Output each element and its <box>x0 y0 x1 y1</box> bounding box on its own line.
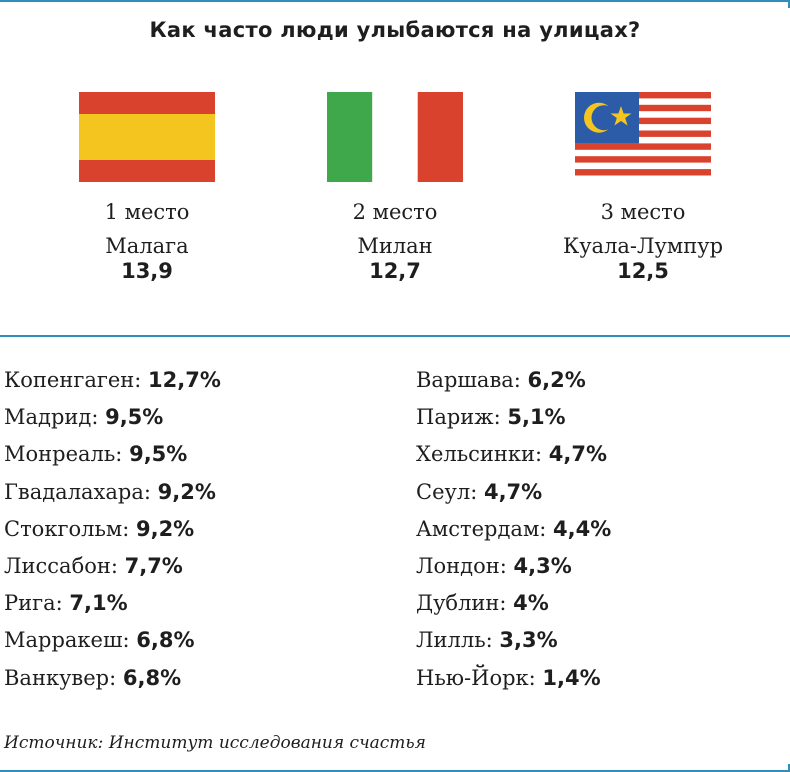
podium-first-place: 1 место Малага 13,9 <box>22 92 272 283</box>
spain-flag-icon <box>79 92 215 182</box>
list-item: Лилль: 3,3% <box>416 624 611 661</box>
city-name: Париж: <box>416 405 501 430</box>
percent-value: 5,1% <box>507 405 566 430</box>
city-list-right: Варшава: 6,2% Париж: 5,1% Хельсинки: 4,7… <box>416 364 611 699</box>
section-divider <box>0 335 790 337</box>
city-name: Нью-Йорк: <box>416 665 536 690</box>
percent-value: 9,2% <box>135 516 195 541</box>
page-title: Как часто люди улыбаются на улицах? <box>149 18 641 42</box>
city-name: Стокгольм: <box>4 516 130 541</box>
percent-value: 3,3% <box>499 628 558 653</box>
city-name: Хельсинки: <box>416 442 543 467</box>
percent-value: 12,7% <box>148 368 221 392</box>
list-item: Стокгольм: 9,2% <box>4 513 221 550</box>
top-frame-line <box>0 0 790 8</box>
list-item: Монреаль: 9,5% <box>4 438 221 475</box>
bottom-frame-line <box>0 764 790 772</box>
percent-value: 6,2% <box>527 368 586 392</box>
place-label: 2 место <box>352 200 438 224</box>
list-item: Нью-Йорк: 1,4% <box>416 662 611 699</box>
city-name: Рига: <box>4 591 63 616</box>
city-name: Гвадалахара: <box>4 479 151 504</box>
city-name: Монреаль: <box>4 442 123 467</box>
city-name: Лилль: <box>416 628 493 653</box>
list-item: Мадрид: 9,5% <box>4 401 221 438</box>
list-item: Ванкувер: 6,8% <box>4 662 221 699</box>
italy-flag-icon <box>327 92 463 182</box>
list-item: Амстердам: 4,4% <box>416 513 611 550</box>
percent-value: 6,8% <box>136 628 195 653</box>
city-name: Лиссабон: <box>4 553 118 578</box>
city-name: Куала-Лумпур <box>562 234 724 258</box>
city-name: Мадрид: <box>4 405 99 430</box>
percent-value: 9,5% <box>105 405 164 430</box>
list-item: Рига: 7,1% <box>4 587 221 624</box>
list-item: Париж: 5,1% <box>416 401 611 438</box>
list-item: Хельсинки: 4,7% <box>416 438 611 475</box>
list-item: Лиссабон: 7,7% <box>4 550 221 587</box>
list-item: Варшава: 6,2% <box>416 364 611 401</box>
city-name: Марракеш: <box>4 628 130 653</box>
source-note: Источник: Институт исследования счастья <box>4 733 426 753</box>
percent-value: 9,2% <box>157 479 216 504</box>
smile-score: 12,7 <box>369 259 421 283</box>
city-list-left: Копенгаген: 12,7% Мадрид: 9,5% Монреаль:… <box>4 364 221 699</box>
list-item: Дублин: 4% <box>416 587 611 624</box>
percent-value: 7,1% <box>69 591 128 616</box>
podium-third-place: 3 место Куала-Лумпур 12,5 <box>518 92 768 283</box>
malaysia-flag-icon <box>575 92 711 182</box>
percent-value: 1,4% <box>542 665 601 690</box>
city-name: Копенгаген: <box>4 368 142 392</box>
list-item: Марракеш: 6,8% <box>4 624 221 661</box>
percent-value: 4,7% <box>548 442 608 467</box>
smile-score: 13,9 <box>121 259 173 283</box>
place-label: 1 место <box>104 200 190 224</box>
list-item: Гвадалахара: 9,2% <box>4 476 221 513</box>
list-item: Копенгаген: 12,7% <box>4 364 221 401</box>
city-name: Ванкувер: <box>4 665 117 690</box>
percent-value: 4,3% <box>513 553 572 578</box>
list-item: Сеул: 4,7% <box>416 476 611 513</box>
percent-value: 7,7% <box>124 553 183 578</box>
city-name: Варшава: <box>416 368 521 392</box>
percent-value: 6,8% <box>122 665 182 690</box>
city-name: Лондон: <box>416 553 507 578</box>
city-name: Милан <box>357 234 433 258</box>
city-name: Амстердам: <box>416 516 547 541</box>
list-item: Лондон: 4,3% <box>416 550 611 587</box>
place-label: 3 место <box>600 200 686 224</box>
city-name: Сеул: <box>416 479 478 504</box>
city-name: Малага <box>105 234 189 258</box>
percent-value: 4,7% <box>483 479 543 504</box>
percent-value: 4,4% <box>553 516 612 541</box>
percent-value: 4% <box>513 591 549 616</box>
city-name: Дублин: <box>416 591 507 616</box>
smile-score: 12,5 <box>617 259 669 283</box>
percent-value: 9,5% <box>129 442 188 467</box>
podium-second-place: 2 место Милан 12,7 <box>270 92 520 283</box>
